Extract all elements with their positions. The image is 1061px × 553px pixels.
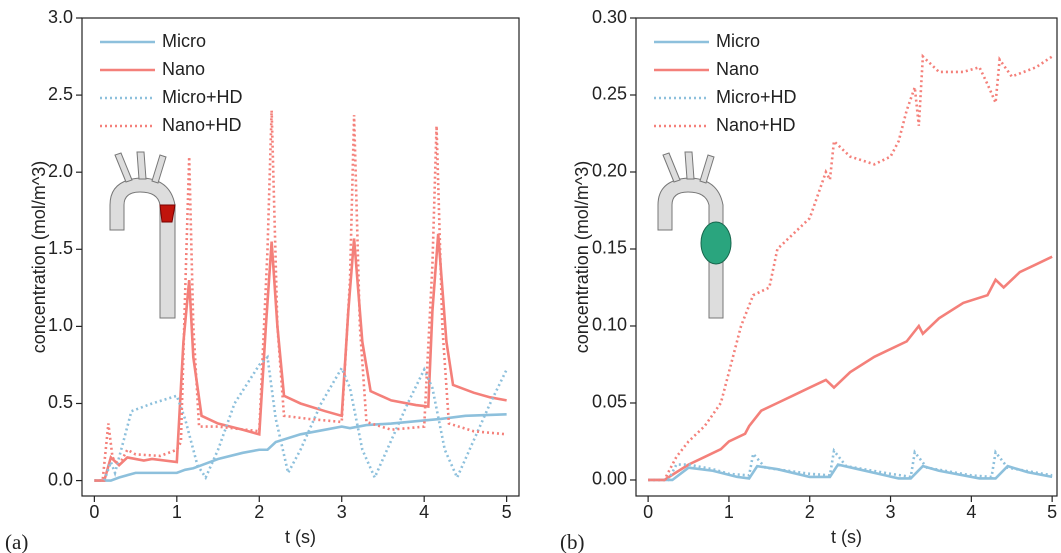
y-tick-label: 2.5 <box>48 84 73 104</box>
series-line <box>94 412 507 482</box>
x-tick-label: 5 <box>502 502 512 522</box>
y-tick-label: 0.00 <box>592 469 627 489</box>
legend-label: Micro+HD <box>162 87 243 107</box>
legend-label: Nano+HD <box>162 115 242 135</box>
legend-label: Micro <box>716 31 760 51</box>
x-axis-label: t (s) <box>285 527 316 547</box>
x-tick-label: 4 <box>419 502 429 522</box>
x-tick-label: 0 <box>89 502 99 522</box>
inset-a <box>109 151 176 319</box>
legend-label: Nano <box>162 59 205 79</box>
x-tick-label: 2 <box>805 502 815 522</box>
y-axis-label: concentration (mol/m^3) <box>572 161 592 354</box>
x-tick-label: 1 <box>724 502 734 522</box>
series-line <box>94 354 508 482</box>
legend-label: Nano <box>716 59 759 79</box>
plot-frame <box>81 17 520 497</box>
x-axis-label: t (s) <box>831 527 862 547</box>
series-line <box>94 110 507 482</box>
legend-label: Micro <box>162 31 206 51</box>
legend-label: Nano+HD <box>716 115 796 135</box>
y-tick-label: 0.05 <box>592 392 627 412</box>
series-line <box>648 463 1053 482</box>
x-tick-label: 5 <box>1047 502 1057 522</box>
series-line <box>648 255 1053 482</box>
y-tick-label: 0.15 <box>592 238 627 258</box>
panel-label: (b) <box>560 530 585 553</box>
x-tick-label: 3 <box>886 502 896 522</box>
series-line <box>648 447 1053 482</box>
y-tick-label: 3.0 <box>48 7 73 27</box>
plot-frame <box>635 17 1058 497</box>
y-tick-label: 1.0 <box>48 315 73 335</box>
y-tick-label: 1.5 <box>48 238 73 258</box>
y-tick-label: 2.0 <box>48 161 73 181</box>
series-line <box>94 233 507 482</box>
inset-b <box>657 151 732 319</box>
legend-label: Micro+HD <box>716 87 797 107</box>
x-tick-label: 1 <box>172 502 182 522</box>
y-axis-label: concentration (mol/m^3) <box>29 161 49 354</box>
panel-label: (a) <box>5 530 28 553</box>
y-tick-label: 0.5 <box>48 392 73 412</box>
y-tick-label: 0.30 <box>592 7 627 27</box>
x-tick-label: 2 <box>254 502 264 522</box>
y-tick-label: 0.20 <box>592 161 627 181</box>
x-tick-label: 4 <box>966 502 976 522</box>
y-tick-label: 0.25 <box>592 84 627 104</box>
y-tick-label: 0.10 <box>592 315 627 335</box>
x-tick-label: 0 <box>643 502 653 522</box>
y-tick-label: 0.0 <box>48 469 73 489</box>
x-tick-label: 3 <box>337 502 347 522</box>
